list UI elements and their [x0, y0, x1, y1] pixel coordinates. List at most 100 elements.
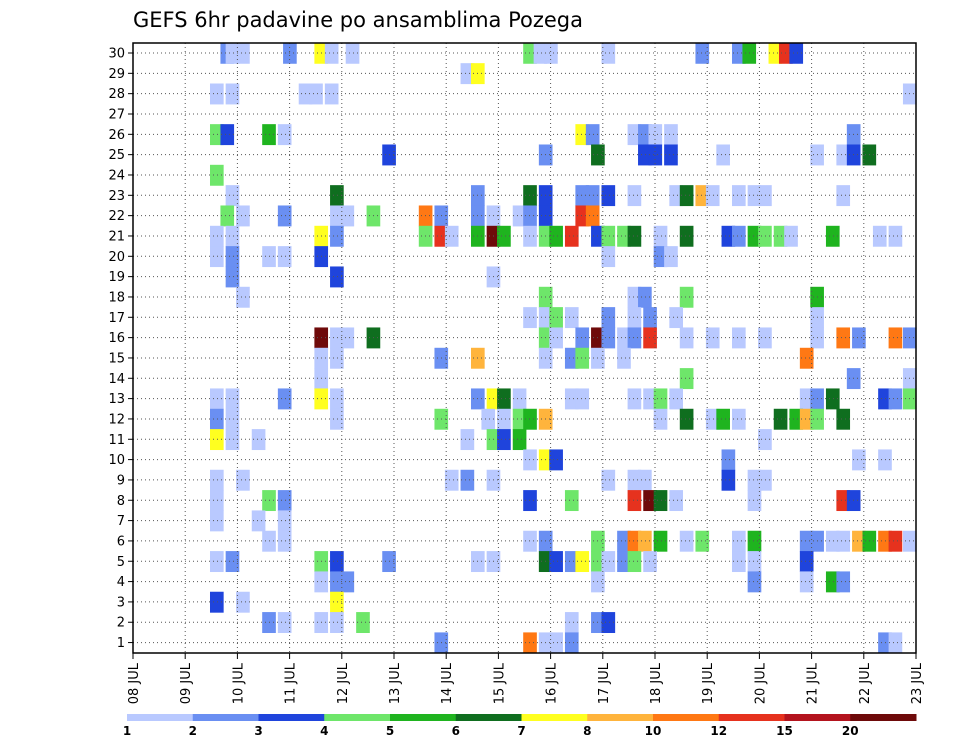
x-tick-label: 13 JUL	[388, 662, 403, 704]
heatmap-cell	[601, 185, 616, 207]
x-tick-label: 23 JUL	[910, 662, 925, 704]
heatmap-cell	[523, 408, 537, 430]
heatmap-cell	[643, 551, 657, 573]
heatmap-cell	[789, 42, 804, 64]
heatmap-cell	[523, 205, 537, 227]
y-tick-label: 23	[108, 189, 125, 204]
heatmap-cell	[679, 286, 694, 308]
y-tick-label: 12	[108, 412, 125, 427]
heatmap-cell	[564, 632, 579, 654]
heatmap-cell	[225, 225, 240, 247]
plot-frame	[132, 42, 917, 654]
heatmap-cell	[716, 144, 730, 166]
grid-lines	[133, 43, 916, 653]
heatmap-cell	[617, 551, 631, 573]
heatmap-cell	[236, 42, 250, 64]
heatmap-cell	[669, 388, 684, 410]
heatmap-cell	[669, 185, 684, 207]
heatmap-cell	[277, 612, 292, 634]
heatmap-cell	[444, 469, 459, 491]
heatmap-cell	[523, 449, 537, 471]
heatmap-cell	[773, 408, 788, 430]
heatmap-cell	[638, 286, 652, 308]
heatmap-cell	[705, 185, 720, 207]
heatmap-cell	[627, 185, 642, 207]
y-tick-label: 6	[117, 534, 125, 549]
heatmap-cell	[643, 388, 657, 410]
y-tick-label: 20	[108, 250, 125, 265]
y-tick-label: 11	[108, 433, 125, 448]
colorbar-label: 4	[320, 724, 328, 738]
heatmap-cell	[648, 144, 663, 166]
heatmap-cell	[601, 612, 616, 634]
heatmap-cell	[627, 388, 642, 410]
heatmap-cell	[878, 449, 892, 471]
heatmap-cell	[523, 307, 537, 329]
y-tick-label: 5	[117, 555, 125, 570]
colorbar-swatch	[587, 714, 654, 721]
x-tick-label: 20 JUL	[753, 662, 768, 704]
y-tick-label: 10	[108, 453, 125, 468]
heatmap-cell	[340, 205, 355, 227]
y-tick-label: 14	[108, 372, 125, 387]
colorbar-label: 6	[452, 724, 460, 738]
heatmap-cell	[225, 185, 240, 207]
heatmap-cell	[601, 42, 616, 64]
y-tick-label: 15	[108, 351, 125, 366]
heatmap-cell	[481, 408, 496, 430]
heatmap-cell	[872, 225, 887, 247]
y-tick-label: 7	[117, 514, 125, 529]
heatmap-cell	[225, 388, 240, 410]
heatmap-cell	[209, 510, 224, 532]
colorbar: 1 2 3 4 5 6 7 8 10 12 15 20	[123, 714, 917, 738]
heatmap-cell	[330, 591, 344, 613]
heatmap-cell	[497, 408, 511, 430]
x-tick-label: 21 JUL	[806, 662, 821, 704]
heatmap-cell	[679, 185, 694, 207]
heatmap-cell	[643, 327, 657, 349]
heatmap-cell	[799, 408, 814, 430]
heatmap-cell	[225, 408, 240, 430]
heatmap-cell	[679, 327, 694, 349]
y-tick-label: 26	[108, 128, 125, 143]
heatmap-cell	[836, 144, 851, 166]
heatmap-cell	[209, 551, 224, 573]
heatmap-cell	[825, 530, 840, 552]
heatmap-cells	[209, 42, 917, 654]
heatmap-cell	[564, 347, 579, 369]
colorbar-label: 5	[386, 724, 394, 738]
heatmap-cell	[225, 429, 240, 451]
heatmap-cell	[747, 571, 762, 593]
heatmap-cell	[330, 347, 344, 369]
y-tick-label: 24	[108, 168, 125, 183]
heatmap-cell	[512, 429, 527, 451]
heatmap-cell	[799, 530, 814, 552]
heatmap-cell	[575, 347, 590, 369]
heatmap-cell	[799, 388, 814, 410]
heatmap-cell	[601, 225, 616, 247]
heatmap-cell	[236, 591, 250, 613]
heatmap-cell	[356, 612, 370, 634]
heatmap-cell	[731, 551, 746, 573]
x-tick-label: 22 JUL	[858, 662, 873, 704]
heatmap-cell	[340, 571, 355, 593]
x-tick-label: 19 JUL	[701, 662, 716, 704]
heatmap-cell	[209, 429, 224, 451]
colorbar-swatch	[850, 714, 917, 721]
x-tick-label: 09 JUL	[179, 662, 194, 704]
heatmap-cell	[888, 225, 903, 247]
heatmap-cell	[731, 327, 746, 349]
x-tick-label: 11 JUL	[284, 662, 299, 704]
heatmap-cell	[523, 530, 537, 552]
colorbar-label: 7	[517, 724, 525, 738]
colorbar-label: 2	[189, 724, 197, 738]
heatmap-cell	[209, 490, 224, 512]
heatmap-cell	[799, 551, 814, 573]
heatmap-cell	[836, 490, 851, 512]
heatmap-cell	[888, 327, 903, 349]
colorbar-swatch	[324, 714, 391, 721]
heatmap-cell	[564, 490, 579, 512]
heatmap-cell	[330, 185, 344, 207]
heatmap-cell	[575, 388, 590, 410]
heatmap-cell	[497, 429, 511, 451]
